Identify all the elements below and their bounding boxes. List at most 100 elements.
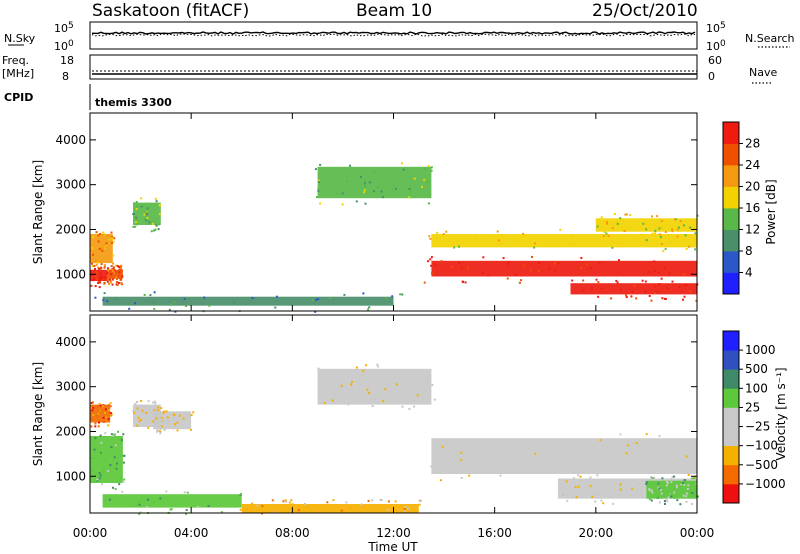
power-pixel xyxy=(515,273,518,276)
power-pixel xyxy=(650,299,653,302)
power-pixel xyxy=(94,268,96,270)
power-pixel xyxy=(682,224,685,227)
velocity-pixel xyxy=(468,474,471,477)
power-pixel xyxy=(619,217,622,220)
velocity-pixel xyxy=(596,474,599,477)
power-pixel xyxy=(440,260,443,263)
velocity-pixel xyxy=(107,404,110,407)
velocity-pixel xyxy=(612,502,615,505)
power-pixel xyxy=(677,226,680,229)
velocity-pixel xyxy=(288,501,291,504)
power-pixel xyxy=(684,234,687,237)
velocity-pixel xyxy=(141,494,144,497)
velocity-pixel xyxy=(134,504,137,507)
power-colorbar-tick-label: 28 xyxy=(745,137,760,151)
velocity-pixel xyxy=(608,491,611,494)
velocity-pixel xyxy=(460,477,463,479)
power-pixel xyxy=(685,248,688,250)
velocity-ytick-label: 3000 xyxy=(55,380,86,394)
power-pixel xyxy=(134,218,137,221)
power-pixel xyxy=(522,264,525,267)
velocity-pixel xyxy=(666,500,669,503)
velocity-pixel xyxy=(413,405,415,408)
power-pixel xyxy=(318,179,320,182)
power-pixel xyxy=(109,281,112,284)
power-pixel xyxy=(154,228,157,231)
velocity-pixel xyxy=(637,482,640,485)
velocity-pixel xyxy=(119,437,121,440)
power-pixel xyxy=(676,228,679,231)
power-pixel xyxy=(616,222,619,225)
velocity-pixel xyxy=(603,485,606,488)
power-pixel xyxy=(183,297,186,300)
velocity-pixel xyxy=(534,452,537,455)
velocity-pixel xyxy=(594,500,597,503)
power-pixel xyxy=(624,213,627,216)
velocity-pixel xyxy=(575,496,578,499)
power-pixel xyxy=(113,269,116,272)
power-pixel xyxy=(317,190,320,192)
power-pixel xyxy=(118,274,120,277)
power-colorbar-tick-label: 24 xyxy=(745,158,760,172)
velocity-pixel xyxy=(325,376,328,379)
velocity-pixel xyxy=(380,499,383,502)
power-pixel xyxy=(349,164,352,167)
power-pixel xyxy=(135,201,138,203)
power-pixel xyxy=(92,253,94,256)
velocity-pixel xyxy=(155,409,158,412)
velocity-ytick-label: 1000 xyxy=(55,469,86,483)
power-pixel xyxy=(373,170,376,173)
velocity-pixel xyxy=(110,433,113,436)
power-pixel xyxy=(151,222,154,225)
power-pixel xyxy=(174,310,177,313)
velocity-pixel xyxy=(169,508,172,511)
velocity-pixel xyxy=(336,379,338,382)
velocity-pixel xyxy=(147,400,150,403)
station-title: Saskatoon (fitACF) xyxy=(92,1,249,21)
velocity-pixel xyxy=(650,476,652,479)
velocity-pixel xyxy=(136,424,139,427)
power-pixel xyxy=(110,265,113,268)
power-pixel xyxy=(695,299,698,302)
power-pixel xyxy=(557,262,560,265)
power-pixel xyxy=(111,278,114,281)
power-pixel xyxy=(104,247,107,250)
power-pixel xyxy=(100,267,103,270)
power-pixel xyxy=(319,163,322,166)
power-pixel xyxy=(689,226,692,229)
power-pixel xyxy=(625,294,628,297)
velocity-pixel xyxy=(349,506,352,509)
velocity-heatmap-cells xyxy=(90,368,697,513)
power-pixel xyxy=(143,293,146,296)
velocity-colorbar-cell xyxy=(723,388,739,408)
velocity-xtick-label: 12:00 xyxy=(376,526,411,540)
power-pixel xyxy=(136,205,139,208)
velocity-pixel xyxy=(99,434,102,437)
power-pixel xyxy=(118,266,121,269)
power-pixel xyxy=(679,220,682,223)
power-pixel xyxy=(98,279,101,282)
power-pixel xyxy=(641,279,644,282)
power-pixel xyxy=(112,240,115,243)
velocity-pixel xyxy=(693,493,696,496)
velocity-pixel xyxy=(430,465,433,468)
power-ytick-label: 2000 xyxy=(55,222,86,236)
power-band-7 xyxy=(431,260,697,277)
velocity-pixel xyxy=(250,502,253,505)
velocity-pixel xyxy=(90,418,93,421)
velocity-pixel xyxy=(567,495,569,498)
velocity-pixel xyxy=(107,424,110,427)
power-pixel xyxy=(427,260,430,263)
velocity-pixel xyxy=(174,503,177,505)
power-y-ticks: 1000 2000 3000 4000 xyxy=(55,133,697,281)
power-pixel xyxy=(428,235,431,238)
velocity-pixel xyxy=(159,427,162,430)
velocity-pixel xyxy=(693,477,696,480)
power-pixel xyxy=(92,279,94,282)
power-pixel xyxy=(633,284,636,287)
velocity-pixel xyxy=(118,483,121,486)
freq-bottom-tick: 8 xyxy=(62,70,69,83)
velocity-pixel xyxy=(122,461,125,464)
power-pixel xyxy=(507,261,510,263)
nave-label: Nave xyxy=(749,66,777,79)
